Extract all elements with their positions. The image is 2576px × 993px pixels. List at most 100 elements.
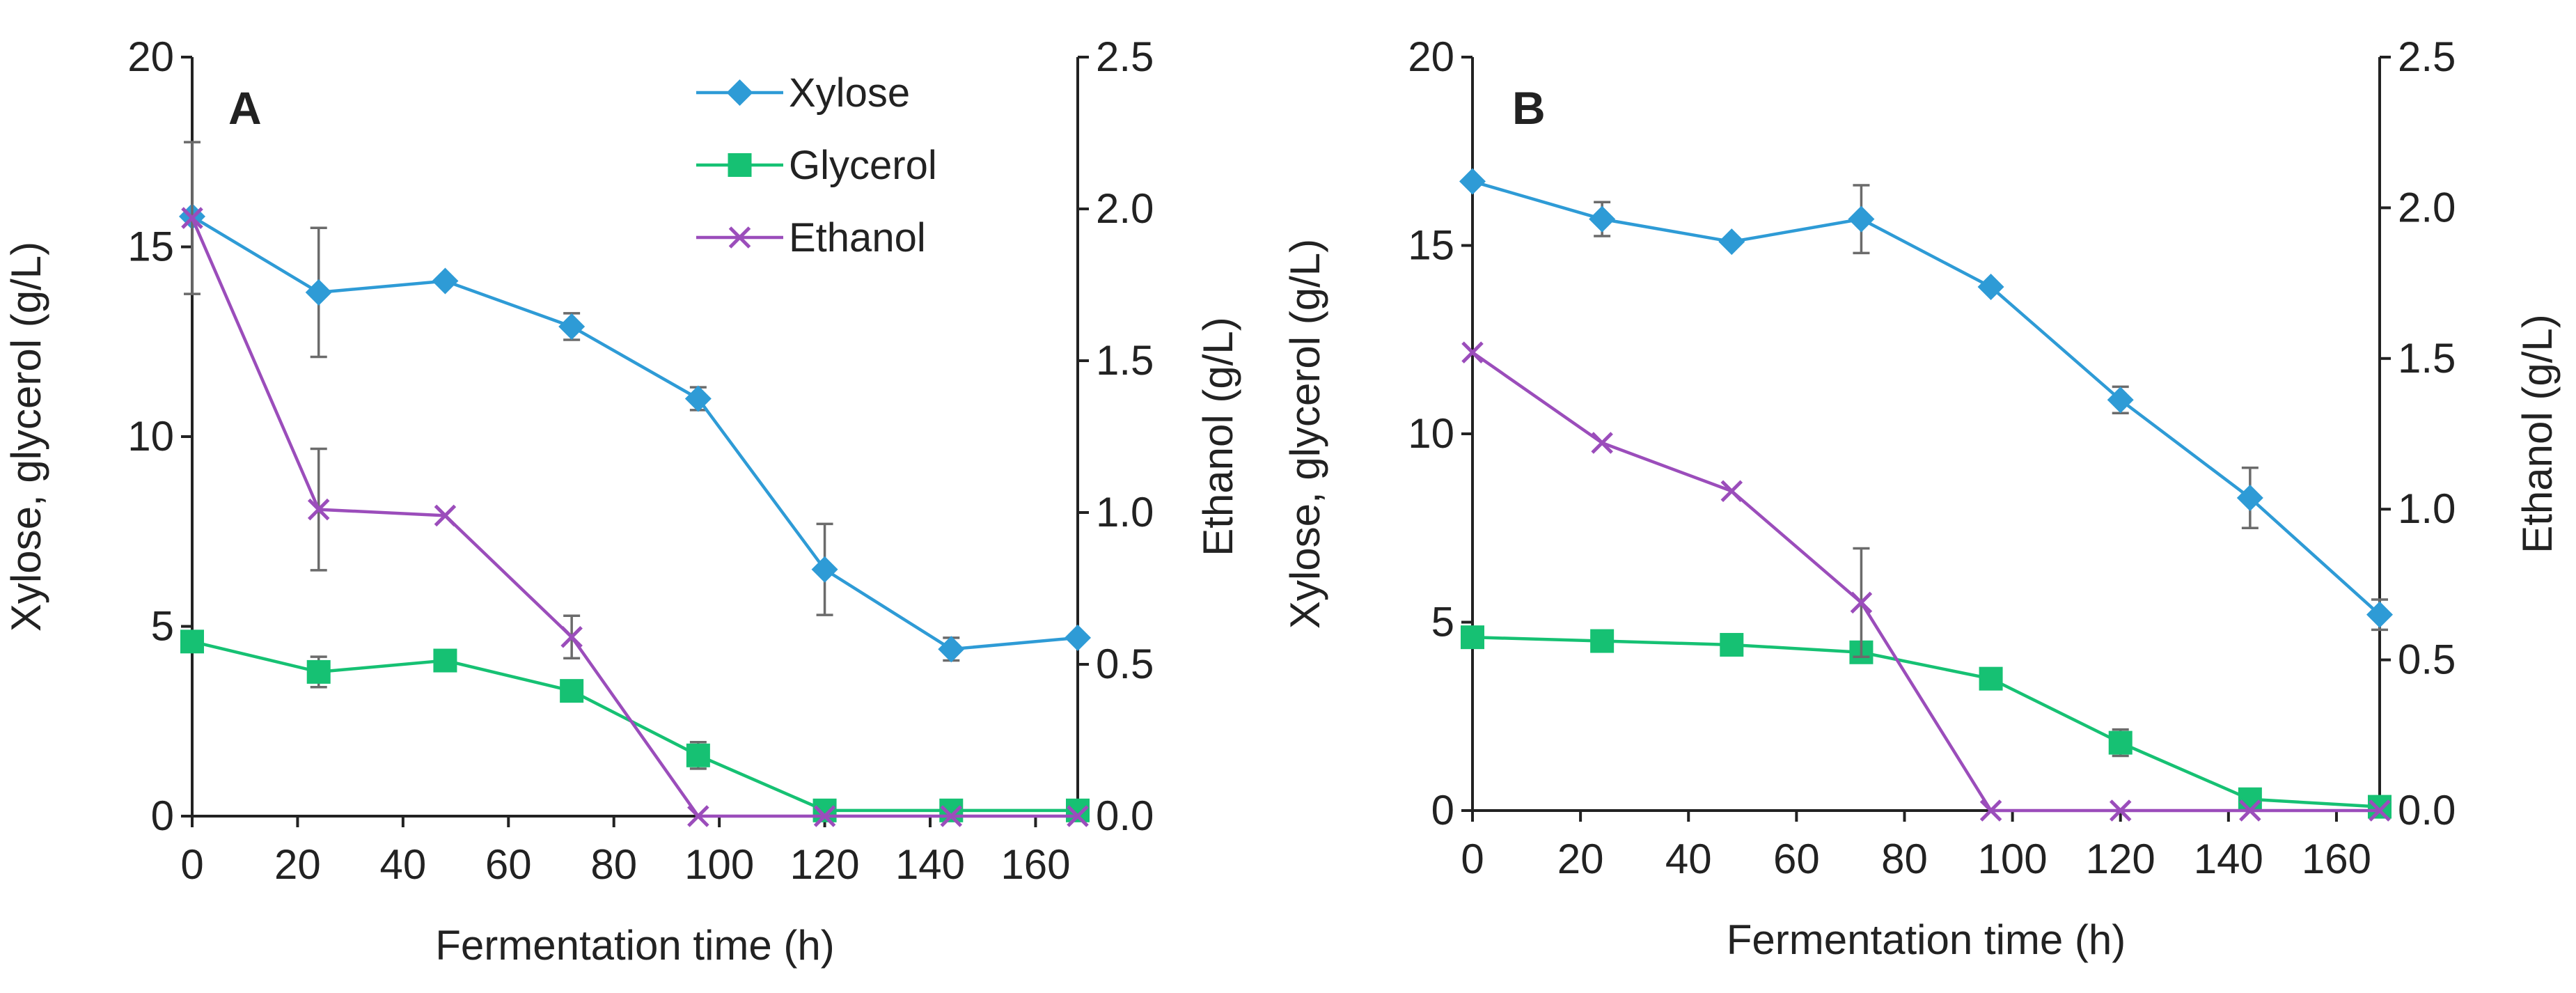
ethanol-line [1471, 351, 2380, 813]
ethanol-marker [1979, 799, 2002, 822]
panel-a-xtick-label: 0 [180, 841, 203, 888]
glycerol-marker [1720, 632, 1744, 657]
panel-b-xtick-label: 120 [2086, 836, 2155, 882]
panel-b-xtick-label: 100 [1978, 836, 2048, 882]
xylose-line [1472, 180, 2381, 616]
panel-b-ytick-right-label: 2.0 [2398, 184, 2456, 230]
panel-b-xtick-label: 60 [1773, 836, 1820, 882]
ethanol-marker [1850, 591, 1873, 614]
legend-item-xylose: Xylose [696, 70, 910, 116]
glycerol-marker [2108, 730, 2133, 755]
panel-b-ytick-right-label: 0.0 [2398, 787, 2456, 834]
ethanol-marker [2369, 799, 2391, 822]
ethanol-line [190, 217, 1078, 818]
panel-a-xtick-label: 100 [684, 841, 754, 888]
panel-b-letter: B [1512, 82, 1546, 134]
glycerol-marker [939, 798, 964, 822]
legend-item-glycerol: Glycerol [696, 143, 937, 188]
panel-b-xtick-label: 20 [1557, 836, 1604, 882]
panel-a-xtick-label: 120 [790, 841, 860, 888]
panel-b-series-glycerol [1461, 625, 2392, 819]
panel-a-ytick-right-label: 0.0 [1096, 792, 1154, 839]
ethanol-marker [813, 805, 836, 827]
xylose-marker [432, 267, 459, 295]
panel-a-xtick-label: 80 [590, 841, 637, 888]
xylose-marker [811, 556, 838, 583]
panel-b-ytick-left-label: 0 [1431, 787, 1454, 834]
panel-b-ytick-right-label: 1.5 [2398, 335, 2456, 382]
xylose-marker [2236, 484, 2263, 511]
xylose-line [191, 214, 1078, 651]
panel-a-y-left-axis-title: Xylose, glycerol (g/L) [3, 242, 49, 632]
panel-a-ytick-left-label: 20 [127, 33, 174, 80]
panel-a-ytick-left-label: 15 [127, 224, 174, 270]
panel-b-y-left-axis-title: Xylose, glycerol (g/L) [1282, 239, 1328, 629]
panel-b: 0 5 10 15 20 0.0 0.5 1.0 1.5 2.0 2.5 0 20 40 60 80 100 12… [1282, 33, 2561, 963]
glycerol-marker [2238, 787, 2262, 811]
xylose-marker [938, 636, 965, 663]
panel-a-ytick-right-label: 1.5 [1096, 337, 1154, 384]
legend-ethanol-label: Ethanol [789, 215, 926, 260]
xylose-marker [1459, 168, 1486, 195]
panel-b-y-right-axis-title: Ethanol (g/L) [2514, 314, 2561, 554]
panel-a-ytick-right-label: 2.5 [1096, 33, 1154, 80]
ethanol-marker [2109, 799, 2132, 822]
panel-a-xtick-label: 60 [485, 841, 532, 888]
ethanol-marker [181, 207, 203, 229]
panel-a-xtick-label: 140 [895, 841, 965, 888]
panel-b-xtick-label: 0 [1461, 836, 1484, 882]
panel-b-xtick-label: 160 [2302, 836, 2371, 882]
xylose-marker [2366, 601, 2393, 628]
panel-b-series-ethanol [1461, 341, 2391, 822]
panel-b-ytick-right-label: 1.0 [2398, 485, 2456, 532]
legend: Xylose Glycerol Ethanol [696, 70, 937, 260]
legend-xylose-label: Xylose [789, 70, 910, 116]
legend-glycerol-marker [728, 153, 752, 177]
ethanol-marker [940, 805, 963, 827]
panel-a-ytick-left-label: 10 [127, 413, 174, 460]
panel-a-ytick-left-label: 5 [151, 603, 174, 650]
legend-item-ethanol: Ethanol [696, 215, 926, 260]
panel-b-ytick-right-label: 0.5 [2398, 636, 2456, 683]
legend-xylose-marker [726, 79, 753, 106]
ethanol-marker [2239, 799, 2261, 822]
panel-b-ytick-left-label: 5 [1431, 599, 1454, 646]
panel-a-letter: A [228, 82, 262, 134]
panel-a-series-ethanol [181, 141, 1089, 827]
glycerol-marker [1066, 798, 1090, 822]
ethanol-marker [1461, 341, 1484, 363]
panel-b-xtick-label: 140 [2194, 836, 2263, 882]
glycerol-line [1472, 635, 2380, 808]
xylose-marker [1065, 624, 1091, 651]
glycerol-marker [1590, 629, 1615, 653]
panel-b-ytick-left-label: 20 [1408, 33, 1454, 80]
panel-a: 0 5 10 15 20 0.0 0.5 1.0 1.5 2.0 2.5 0 20 40 60 80 100 12… [3, 33, 1241, 969]
glycerol-marker [1461, 625, 1484, 650]
panel-a-x-axis-title: Fermentation time (h) [435, 922, 835, 969]
glycerol-marker [2368, 795, 2392, 819]
ethanol-marker [307, 498, 330, 521]
glycerol-marker [560, 679, 584, 703]
panel-a-xtick-label: 20 [274, 841, 321, 888]
xylose-marker [1589, 205, 1616, 233]
xylose-marker [1977, 274, 2004, 301]
xylose-marker [1718, 228, 1745, 256]
ethanol-marker [560, 625, 583, 648]
panel-a-series-xylose [179, 203, 1091, 663]
glycerol-marker [812, 798, 837, 822]
panel-a-xtick-label: 160 [1000, 841, 1070, 888]
legend-ethanol-marker [728, 226, 751, 249]
ethanol-marker [1720, 480, 1743, 502]
panel-b-series-xylose [1459, 168, 2393, 632]
panel-a-y-right-axis-title: Ethanol (g/L) [1195, 317, 1241, 556]
xylose-marker [305, 279, 332, 306]
panel-b-xtick-label: 40 [1665, 836, 1712, 882]
panel-b-ytick-right-label: 2.5 [2398, 33, 2456, 80]
panel-a-xtick-label: 40 [379, 841, 426, 888]
ethanol-marker [1067, 805, 1089, 827]
panel-a-ytick-left-label: 0 [151, 792, 174, 839]
glycerol-marker [180, 630, 204, 654]
xylose-marker [1848, 205, 1875, 233]
glycerol-marker [1979, 666, 2003, 691]
